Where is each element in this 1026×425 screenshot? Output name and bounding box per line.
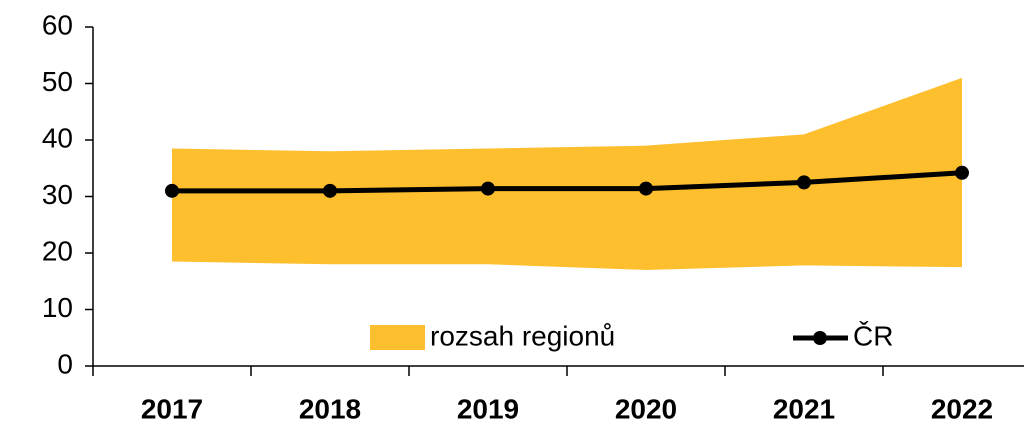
marker bbox=[165, 183, 179, 198]
marker bbox=[323, 183, 337, 198]
legend-swatch bbox=[370, 325, 425, 350]
marker bbox=[797, 175, 811, 190]
y-tick-label: 30 bbox=[42, 179, 73, 210]
x-tick-label: 2017 bbox=[141, 393, 203, 424]
x-tick-label: 2020 bbox=[615, 393, 677, 424]
x-tick-label: 2021 bbox=[773, 393, 835, 424]
x-tick-label: 2022 bbox=[931, 393, 993, 424]
range-area bbox=[172, 77, 962, 270]
y-tick-label: 10 bbox=[42, 292, 73, 323]
marker bbox=[639, 181, 653, 196]
y-tick-label: 40 bbox=[42, 122, 73, 153]
y-tick-label: 20 bbox=[42, 235, 73, 266]
line bbox=[172, 170, 963, 194]
legend-label: ČR bbox=[853, 320, 893, 351]
y-tick-label: 50 bbox=[42, 66, 73, 97]
x-tick-label: 2019 bbox=[457, 393, 519, 424]
legend-swatch bbox=[813, 331, 827, 345]
marker bbox=[481, 181, 495, 196]
marker bbox=[955, 165, 969, 180]
legend-label: rozsah regionů bbox=[430, 320, 615, 351]
y-tick-label: 60 bbox=[42, 9, 73, 40]
y-tick-label: 0 bbox=[57, 348, 73, 379]
x-tick-label: 2018 bbox=[299, 393, 361, 424]
